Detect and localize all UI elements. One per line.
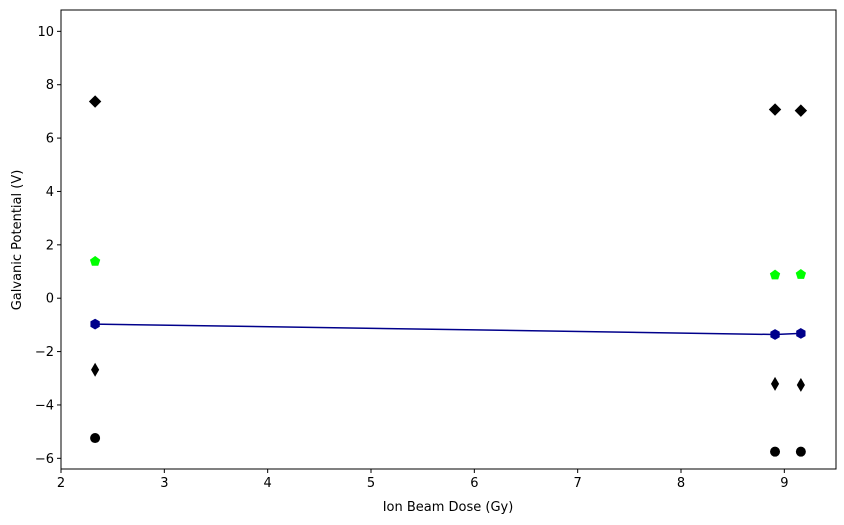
y-axis-label: Galvanic Potential (V) <box>10 170 25 311</box>
y-tick-label: 10 <box>37 25 54 40</box>
thin-diamond-point <box>770 376 780 391</box>
x-tick-label: 8 <box>677 476 685 491</box>
hexagon-point <box>90 318 100 330</box>
series-pentagon <box>89 255 807 280</box>
y-tick-label: −2 <box>35 345 54 360</box>
y-tick-label: 0 <box>46 292 54 307</box>
x-tick-label: 4 <box>264 476 272 491</box>
thin-diamond-point <box>796 377 805 392</box>
pentagon-point <box>89 255 101 266</box>
y-tick-label: −6 <box>35 452 54 467</box>
series-thin-diamond <box>91 362 805 392</box>
y-tick-label: 6 <box>46 132 54 147</box>
x-axis: 2 3 4 5 6 7 8 9 <box>57 469 788 491</box>
x-tick-label: 3 <box>160 476 168 491</box>
x-tick-label: 9 <box>780 476 788 491</box>
thin-diamond-point <box>91 362 100 377</box>
circle-point <box>90 433 101 444</box>
x-tick-label: 2 <box>57 476 65 491</box>
x-axis-label: Ion Beam Dose (Gy) <box>383 500 514 515</box>
series-diamond <box>88 95 808 117</box>
y-tick-label: 2 <box>46 238 54 253</box>
diamond-point <box>768 103 782 116</box>
x-tick-label: 7 <box>574 476 582 491</box>
y-tick-label: −4 <box>35 398 54 413</box>
y-tick-label: 8 <box>46 78 54 93</box>
circle-point <box>770 446 781 457</box>
pentagon-point <box>795 269 807 279</box>
y-tick-label: 4 <box>46 185 54 200</box>
diamond-point <box>794 104 808 117</box>
plot-content <box>88 95 808 457</box>
hexagon-point <box>796 328 806 339</box>
x-tick-label: 5 <box>367 476 375 491</box>
y-axis: −6 −4 −2 0 2 4 6 8 10 <box>35 25 61 467</box>
pentagon-point <box>769 269 781 280</box>
series-circle <box>90 433 806 457</box>
x-tick-label: 6 <box>470 476 478 491</box>
plot-frame <box>60 9 837 470</box>
circle-point <box>795 446 806 457</box>
series-hexagon <box>90 318 806 340</box>
series-line <box>95 323 801 336</box>
diamond-point <box>88 95 102 108</box>
hexagon-point <box>770 329 780 340</box>
